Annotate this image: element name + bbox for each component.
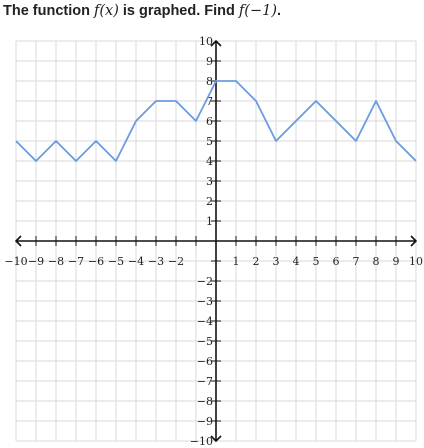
y-tick-label: 3 [206, 175, 213, 188]
y-tick-label: −7 [197, 375, 213, 388]
y-tick-label: −8 [197, 395, 213, 408]
tick-labels: −10 −9 −8 −7 −6 −5 −4 −3 −2 1 2 3 4 5 6 7 8 9 101098765432… [4, 35, 423, 448]
y-tick-label: −9 [197, 415, 213, 428]
question-middle: is graphed. Find [118, 3, 239, 19]
y-tick-label: −4 [197, 315, 213, 328]
x-tick-label: 6 [333, 255, 340, 268]
target-expression: f(−1) [238, 3, 277, 19]
y-tick-label: 5 [206, 135, 213, 148]
y-tick-label: 9 [206, 55, 213, 68]
question-suffix: . [276, 3, 282, 19]
y-tick-label: 7 [206, 95, 213, 108]
y-tick-label: −6 [197, 355, 213, 368]
ticks [35, 60, 397, 422]
x-tick-label: −10 [4, 255, 27, 268]
x-tick-label: −3 [148, 255, 164, 268]
x-tick-label: 7 [353, 255, 360, 268]
series-group [15, 80, 417, 162]
question-text: The function f(x) is graphed. Find f(−1)… [3, 2, 423, 22]
question-prefix: The function [3, 3, 95, 19]
y-tick-label: 4 [206, 155, 213, 168]
y-tick-label: −10 [190, 435, 213, 448]
x-tick-label: −9 [28, 255, 44, 268]
function-name: f(x) [94, 3, 119, 19]
x-tick-label: −6 [88, 255, 104, 268]
y-tick-label: 1 [206, 215, 213, 228]
x-tick-label: −2 [168, 255, 184, 268]
x-tick-label: −5 [108, 255, 124, 268]
x-tick-label: 8 [373, 255, 380, 268]
x-tick-label: 3 [273, 255, 280, 268]
x-tick-label: −4 [128, 255, 144, 268]
x-axis-arrow-left [14, 235, 22, 247]
y-axis-arrow-up [210, 39, 222, 47]
x-axis-arrow-right [410, 235, 418, 247]
x-tick-label: 5 [313, 255, 320, 268]
x-tick-label: 9 [393, 255, 400, 268]
x-tick-label: −8 [48, 255, 64, 268]
x-tick-label: 10 [409, 255, 423, 268]
axes [14, 39, 418, 443]
y-tick-label: −2 [197, 275, 213, 288]
x-tick-label: 1 [233, 255, 240, 268]
x-tick-label: 4 [293, 255, 300, 268]
y-axis-arrow-down [210, 435, 222, 443]
y-tick-label: 10 [199, 35, 213, 48]
y-tick-label: 8 [206, 75, 213, 88]
y-tick-label: 2 [206, 195, 213, 208]
x-tick-label: −7 [68, 255, 84, 268]
y-tick-label: −5 [197, 335, 213, 348]
y-tick-label: 6 [206, 115, 213, 128]
y-tick-label: −3 [197, 295, 213, 308]
x-tick-label: 2 [253, 255, 260, 268]
function-curve [15, 80, 417, 162]
